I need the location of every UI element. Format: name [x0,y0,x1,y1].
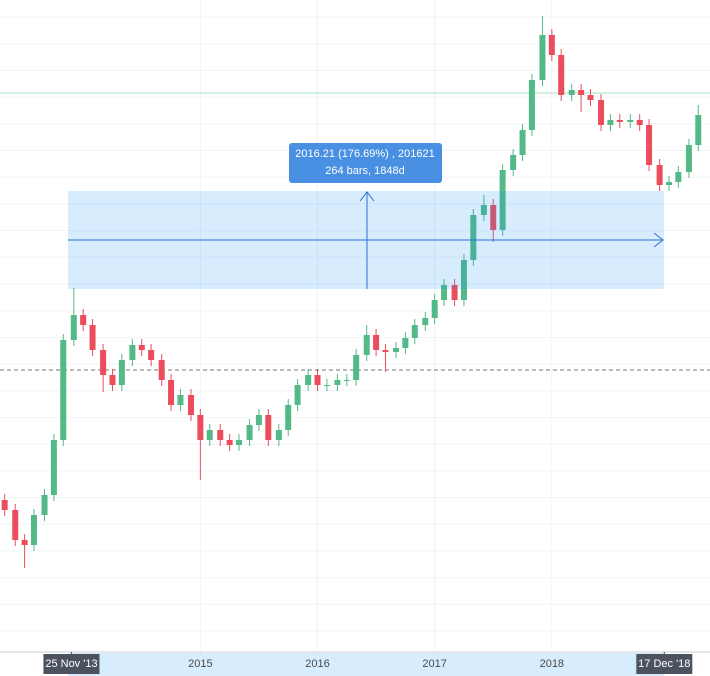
measure-line2: 264 bars, 1848d [325,165,405,177]
candle-body [197,415,204,440]
arrow-head [653,232,664,248]
candle-body [1,500,8,510]
candle-body [539,35,546,80]
candle-body [265,415,272,440]
x-tick-label: 25 Nov '13 [45,658,97,670]
candle-body [89,325,96,350]
candle-body [41,495,48,515]
x-axis: 25 Nov '13 2015 2016 2017 2018 17 Dec '18 [43,652,693,674]
candle-body [275,430,282,440]
candle-body [323,385,330,386]
candle-body [60,340,67,440]
candle-body [373,335,380,350]
candle-body [656,165,663,185]
candle-body [187,395,194,415]
candle-body [353,355,360,380]
candle-body [519,130,526,155]
candle-body [294,385,301,405]
candle-body [148,350,155,360]
candle-body [627,120,634,122]
x-tick-label: 2015 [188,658,212,670]
candle-body [393,348,400,352]
candle-body [402,338,409,348]
candle-body [558,55,565,95]
candle-body [363,335,370,355]
candle-body [177,395,184,405]
candle-body [21,540,28,545]
candle-body [490,205,497,230]
candle-body [646,125,653,165]
x-label-box [43,654,100,674]
candle-body [578,90,585,95]
candle-body [685,145,692,172]
candle-body [314,375,321,385]
candle-body [236,440,243,445]
candle-body [100,350,107,375]
candle-body [246,425,253,440]
candle-body [675,172,682,182]
candle-body [480,205,487,215]
candle-body [411,325,418,338]
candle-body [138,345,145,350]
candle-body [607,120,614,125]
candle-body [158,360,165,380]
candle-body [255,415,262,425]
candle-body [695,115,702,145]
candle-body [30,515,37,545]
x-axis-strip [0,652,710,676]
candle-body [441,285,448,300]
candle-body [616,120,623,122]
candle-body [451,285,458,300]
candle-body [598,100,605,125]
candle-body [129,345,136,360]
candle-body [285,405,292,430]
candle-body [118,360,125,385]
candle-body [109,375,116,385]
x-tick-label: 17 Dec '18 [638,658,690,670]
x-axis-range [68,653,664,676]
measure-tool: 2016.21 (176.69%) , 201621 264 bars, 184… [68,143,664,289]
candle-body [499,170,506,230]
candle-body [206,430,213,440]
x-tick-label: 2016 [305,658,329,670]
candle-body [510,155,517,170]
candle-body [80,315,87,325]
candle-body [528,80,535,130]
candle-body [431,300,438,318]
x-tick-label: 2017 [422,658,446,670]
candle-body [217,430,224,440]
candle-body [587,95,594,100]
candle-body [343,380,350,381]
candle-body [665,182,672,185]
candle-body [70,315,77,340]
candle-body [548,35,555,55]
candle-body [422,318,429,325]
measure-label-box [289,143,442,183]
candle-body [568,90,575,95]
candle-body [305,375,312,385]
x-label-box [636,654,693,674]
candle-body [12,510,19,540]
candles [1,16,702,568]
candle-body [168,380,175,405]
candle-body [334,380,341,385]
arrow-head [359,191,375,202]
candle-body [382,350,389,352]
x-tick-label: 2018 [540,658,564,670]
candle-body [460,260,467,300]
measure-line1: 2016.21 (176.69%) , 201621 [295,148,434,160]
candle-body [470,215,477,260]
candle-body [226,440,233,445]
candle-body [50,440,57,495]
candle-body [636,120,643,125]
grid [0,0,710,652]
